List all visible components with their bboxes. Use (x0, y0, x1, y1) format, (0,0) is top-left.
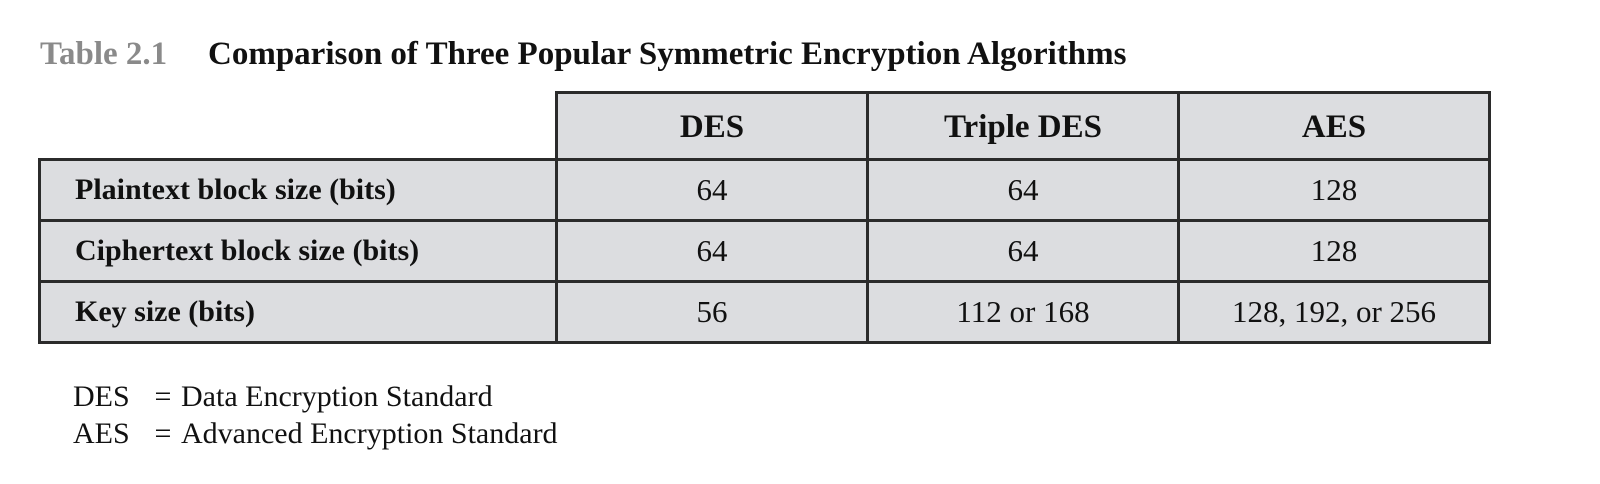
footnote-meaning: Data Encryption Standard (181, 380, 493, 413)
table-number: Table 2.1 (40, 36, 168, 72)
comparison-table: DES Triple DES AES Plaintext block size … (38, 91, 1529, 349)
footnote-abbreviation: AES (73, 417, 130, 450)
column-header-triple-des: Triple DES (866, 91, 1180, 161)
table-footnotes: DES = Data Encryption Standard AES = Adv… (73, 378, 558, 452)
footnote-equals: = (154, 380, 172, 413)
footnote-des: DES = Data Encryption Standard (73, 378, 558, 415)
column-header-des: DES (555, 91, 869, 161)
row-label-plaintext-block-size: Plaintext block size (bits) (38, 158, 558, 222)
table-cell: 128 (1177, 158, 1491, 222)
footnote-meaning: Advanced Encryption Standard (181, 417, 558, 450)
table-cell: 56 (555, 280, 869, 344)
row-label-ciphertext-block-size: Ciphertext block size (bits) (38, 219, 558, 283)
footnote-equals: = (154, 417, 172, 450)
table-title: Comparison of Three Popular Symmetric En… (208, 36, 1127, 72)
table-cell: 64 (866, 219, 1180, 283)
footnote-aes: AES = Advanced Encryption Standard (73, 415, 558, 452)
table-cell: 128 (1177, 219, 1491, 283)
table-cell: 128, 192, or 256 (1177, 280, 1491, 344)
table-cell: 112 or 168 (866, 280, 1180, 344)
table-cell: 64 (866, 158, 1180, 222)
table-cell: 64 (555, 158, 869, 222)
column-header-aes: AES (1177, 91, 1491, 161)
footnote-abbreviation: DES (73, 380, 130, 413)
row-label-key-size: Key size (bits) (38, 280, 558, 344)
table-cell: 64 (555, 219, 869, 283)
